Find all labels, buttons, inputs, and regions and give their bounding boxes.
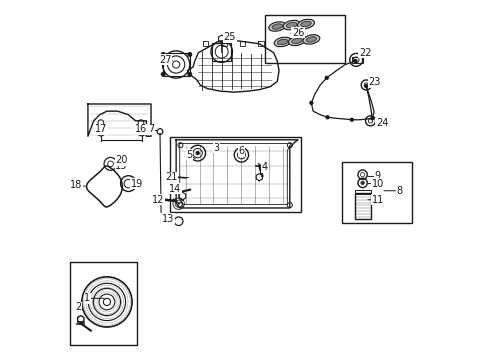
Bar (265, 15, 345, 63)
Text: 9: 9 (375, 171, 381, 181)
Circle shape (188, 53, 192, 56)
Bar (70, 262, 137, 345)
Bar (342, 162, 412, 223)
Ellipse shape (272, 24, 283, 29)
Bar (352, 57, 364, 63)
Circle shape (362, 182, 364, 184)
Bar (170, 137, 300, 212)
Text: 5: 5 (186, 150, 193, 160)
Circle shape (354, 59, 357, 62)
Text: 6: 6 (238, 146, 245, 156)
Text: 14: 14 (169, 184, 181, 194)
Text: 21: 21 (165, 172, 178, 182)
Circle shape (161, 72, 165, 76)
Bar (163, 53, 191, 76)
Text: 7: 7 (148, 124, 154, 134)
Bar (355, 190, 370, 194)
Text: 3: 3 (213, 143, 220, 153)
Text: 1: 1 (84, 293, 90, 303)
Text: 24: 24 (376, 118, 388, 128)
Circle shape (371, 117, 374, 120)
Text: 17: 17 (96, 124, 108, 134)
Text: 19: 19 (130, 179, 143, 189)
Text: 22: 22 (359, 48, 371, 58)
Bar (212, 43, 231, 61)
Ellipse shape (292, 38, 302, 44)
Ellipse shape (274, 37, 291, 47)
Ellipse shape (303, 35, 320, 44)
Text: 20: 20 (115, 155, 127, 165)
Ellipse shape (301, 21, 311, 27)
Ellipse shape (306, 37, 317, 42)
Text: 4: 4 (262, 162, 268, 172)
Bar (355, 193, 371, 219)
Circle shape (365, 85, 368, 87)
Ellipse shape (297, 19, 315, 29)
Text: 11: 11 (371, 195, 384, 205)
Text: 2: 2 (75, 302, 81, 312)
Ellipse shape (289, 36, 305, 46)
Circle shape (326, 116, 329, 119)
Text: 23: 23 (368, 77, 381, 87)
Circle shape (196, 151, 199, 155)
Ellipse shape (277, 39, 288, 45)
Circle shape (161, 53, 165, 56)
Ellipse shape (283, 21, 300, 30)
Ellipse shape (286, 22, 297, 28)
Circle shape (350, 118, 353, 121)
Text: 10: 10 (371, 179, 384, 189)
Text: 13: 13 (162, 214, 174, 224)
Circle shape (310, 102, 313, 104)
Text: 16: 16 (135, 124, 147, 134)
Text: 25: 25 (224, 32, 236, 42)
Circle shape (188, 72, 192, 76)
Text: 18: 18 (71, 180, 83, 190)
Circle shape (325, 76, 328, 79)
Ellipse shape (269, 22, 286, 31)
Text: 15: 15 (115, 161, 127, 171)
Text: 27: 27 (159, 55, 171, 65)
Text: 8: 8 (396, 186, 402, 196)
Text: 26: 26 (292, 28, 304, 38)
Text: 12: 12 (152, 195, 165, 205)
